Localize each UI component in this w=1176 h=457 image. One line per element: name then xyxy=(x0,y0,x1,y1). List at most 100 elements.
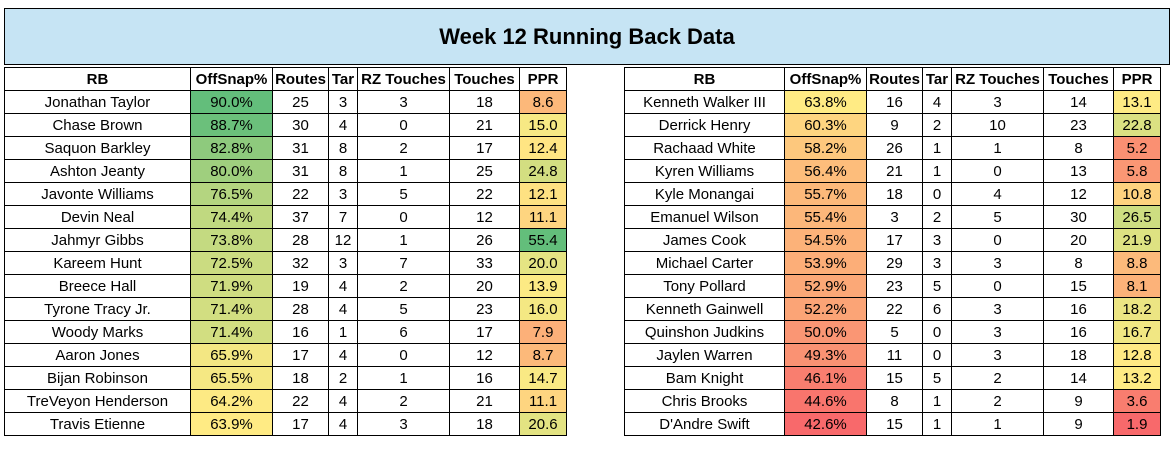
touches-cell: 12 xyxy=(1043,182,1114,206)
rz-touches-cell: 2 xyxy=(357,389,450,413)
ppr-cell: 5.8 xyxy=(1113,159,1161,183)
table-row: Travis Etienne 63.9% 17 4 3 18 20.6 xyxy=(4,412,567,436)
rb-table-left: RB OffSnap% Routes Tar RZ Touches Touche… xyxy=(4,67,567,436)
table-row: Woody Marks 71.4% 16 1 6 17 7.9 xyxy=(4,320,567,344)
offsnap-cell: 82.8% xyxy=(190,136,273,160)
tar-cell: 5 xyxy=(922,274,952,298)
table-row: Chris Brooks 44.6% 8 1 2 9 3.6 xyxy=(624,389,1161,413)
rz-touches-cell: 2 xyxy=(357,274,450,298)
offsnap-cell: 65.5% xyxy=(190,366,273,390)
touches-cell: 17 xyxy=(449,136,520,160)
col-header-rb: RB xyxy=(624,67,785,91)
tar-cell: 8 xyxy=(328,136,358,160)
touches-cell: 14 xyxy=(1043,90,1114,114)
tar-cell: 3 xyxy=(922,228,952,252)
rb-name-cell: Bam Knight xyxy=(624,366,785,390)
col-header-offsnap: OffSnap% xyxy=(190,67,273,91)
col-header-touches: Touches xyxy=(449,67,520,91)
offsnap-cell: 74.4% xyxy=(190,205,273,229)
tar-cell: 4 xyxy=(328,113,358,137)
rz-touches-cell: 0 xyxy=(951,159,1044,183)
rb-name-cell: Tony Pollard xyxy=(624,274,785,298)
ppr-cell: 20.0 xyxy=(519,251,567,275)
offsnap-cell: 72.5% xyxy=(190,251,273,275)
rb-name-cell: Jaylen Warren xyxy=(624,343,785,367)
touches-cell: 20 xyxy=(449,274,520,298)
routes-cell: 5 xyxy=(866,320,923,344)
touches-cell: 23 xyxy=(449,297,520,321)
table-row: Tyrone Tracy Jr. 71.4% 28 4 5 23 16.0 xyxy=(4,297,567,321)
table-row: Tony Pollard 52.9% 23 5 0 15 8.1 xyxy=(624,274,1161,298)
tar-cell: 4 xyxy=(328,343,358,367)
offsnap-cell: 55.7% xyxy=(784,182,867,206)
header-row: RB OffSnap% Routes Tar RZ Touches Touche… xyxy=(4,67,567,91)
table-row: Michael Carter 53.9% 29 3 3 8 8.8 xyxy=(624,251,1161,275)
touches-cell: 13 xyxy=(1043,159,1114,183)
rb-name-cell: TreVeyon Henderson xyxy=(4,389,191,413)
rz-touches-cell: 4 xyxy=(951,182,1044,206)
ppr-cell: 16.7 xyxy=(1113,320,1161,344)
table-row: Emanuel Wilson 55.4% 3 2 5 30 26.5 xyxy=(624,205,1161,229)
rz-touches-cell: 5 xyxy=(357,182,450,206)
tar-cell: 8 xyxy=(328,159,358,183)
routes-cell: 18 xyxy=(272,366,329,390)
offsnap-cell: 52.9% xyxy=(784,274,867,298)
routes-cell: 22 xyxy=(866,297,923,321)
table-row: Devin Neal 74.4% 37 7 0 12 11.1 xyxy=(4,205,567,229)
ppr-cell: 1.9 xyxy=(1113,412,1161,436)
routes-cell: 37 xyxy=(272,205,329,229)
offsnap-cell: 50.0% xyxy=(784,320,867,344)
offsnap-cell: 55.4% xyxy=(784,205,867,229)
routes-cell: 32 xyxy=(272,251,329,275)
rb-name-cell: Aaron Jones xyxy=(4,343,191,367)
touches-cell: 18 xyxy=(449,90,520,114)
rb-rows-right: Kenneth Walker III 63.8% 16 4 3 14 13.1 Derrick… xyxy=(624,90,1161,436)
rz-touches-cell: 0 xyxy=(357,205,450,229)
ppr-cell: 8.1 xyxy=(1113,274,1161,298)
touches-cell: 15 xyxy=(1043,274,1114,298)
routes-cell: 26 xyxy=(866,136,923,160)
table-row: Saquon Barkley 82.8% 31 8 2 17 12.4 xyxy=(4,136,567,160)
rb-name-cell: Chase Brown xyxy=(4,113,191,137)
offsnap-cell: 58.2% xyxy=(784,136,867,160)
touches-cell: 16 xyxy=(1043,320,1114,344)
touches-cell: 17 xyxy=(449,320,520,344)
rb-name-cell: Jahmyr Gibbs xyxy=(4,228,191,252)
ppr-cell: 26.5 xyxy=(1113,205,1161,229)
col-header-rb: RB xyxy=(4,67,191,91)
routes-cell: 8 xyxy=(866,389,923,413)
routes-cell: 16 xyxy=(866,90,923,114)
tar-cell: 4 xyxy=(328,297,358,321)
rb-name-cell: Quinshon Judkins xyxy=(624,320,785,344)
touches-cell: 21 xyxy=(449,113,520,137)
rz-touches-cell: 2 xyxy=(357,136,450,160)
routes-cell: 11 xyxy=(866,343,923,367)
ppr-cell: 10.8 xyxy=(1113,182,1161,206)
table-row: Jahmyr Gibbs 73.8% 28 12 1 26 55.4 xyxy=(4,228,567,252)
ppr-cell: 13.9 xyxy=(519,274,567,298)
table-row: TreVeyon Henderson 64.2% 22 4 2 21 11.1 xyxy=(4,389,567,413)
offsnap-cell: 42.6% xyxy=(784,412,867,436)
ppr-cell: 12.8 xyxy=(1113,343,1161,367)
col-header-ppr: PPR xyxy=(1113,67,1161,91)
table-row: Rachaad White 58.2% 26 1 1 8 5.2 xyxy=(624,136,1161,160)
col-header-ppr: PPR xyxy=(519,67,567,91)
routes-cell: 31 xyxy=(272,136,329,160)
rz-touches-cell: 5 xyxy=(357,297,450,321)
col-header-routes: Routes xyxy=(272,67,329,91)
ppr-cell: 8.7 xyxy=(519,343,567,367)
rb-name-cell: Rachaad White xyxy=(624,136,785,160)
table-row: Kyren Williams 56.4% 21 1 0 13 5.8 xyxy=(624,159,1161,183)
routes-cell: 23 xyxy=(866,274,923,298)
rz-touches-cell: 0 xyxy=(951,228,1044,252)
rb-table-right: RB OffSnap% Routes Tar RZ Touches Touche… xyxy=(624,67,1161,436)
touches-cell: 12 xyxy=(449,343,520,367)
ppr-cell: 12.4 xyxy=(519,136,567,160)
col-header-routes: Routes xyxy=(866,67,923,91)
routes-cell: 17 xyxy=(866,228,923,252)
tar-cell: 2 xyxy=(922,205,952,229)
touches-cell: 18 xyxy=(449,412,520,436)
tar-cell: 1 xyxy=(328,320,358,344)
rz-touches-cell: 3 xyxy=(951,343,1044,367)
col-header-rz-touches: RZ Touches xyxy=(951,67,1044,91)
